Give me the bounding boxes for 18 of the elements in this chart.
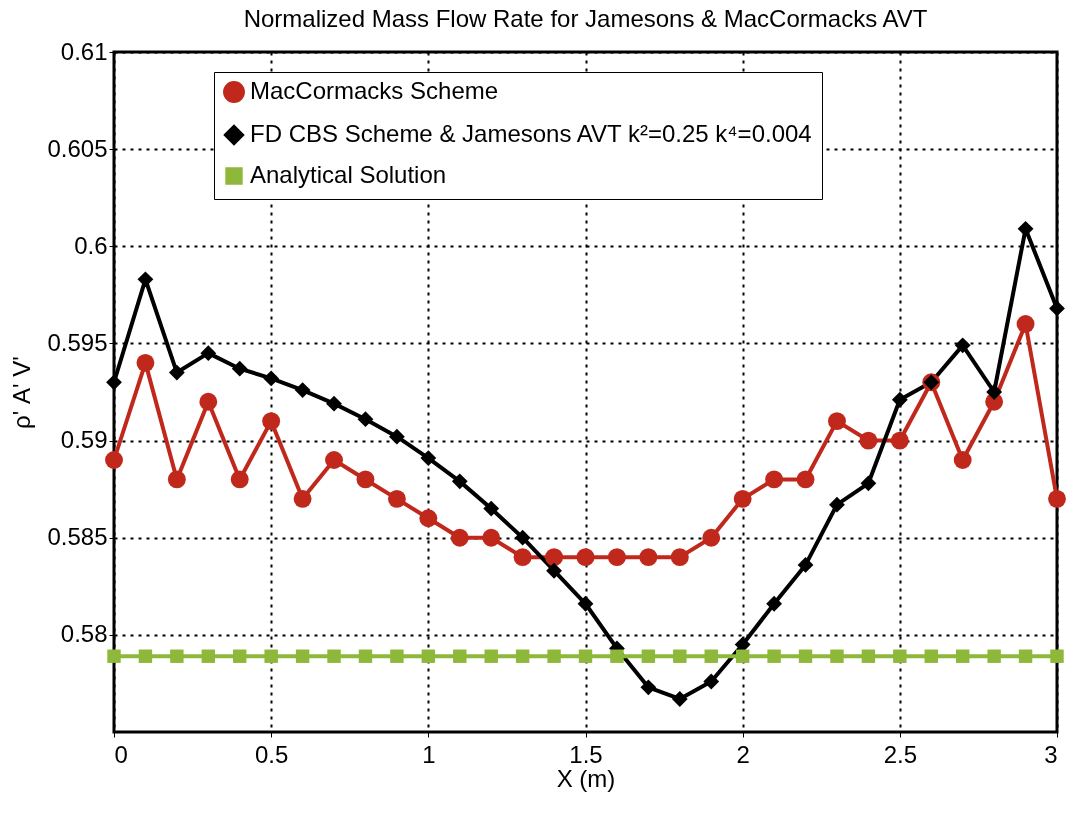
x-tick-label: 0 xyxy=(114,740,128,768)
y-tick-label: 0.59 xyxy=(60,426,108,454)
legend-label: FD CBS Scheme & Jamesons AVT k²=0.25 k⁴=0.004 xyxy=(250,120,812,147)
y-axis-title: ρ' A' V' xyxy=(8,356,36,429)
y-tick-label: 0.595 xyxy=(47,328,108,356)
x-tick-label: 3 xyxy=(1044,740,1058,768)
y-tick-label: 0.58 xyxy=(60,620,108,648)
y-tick-label: 0.61 xyxy=(60,37,108,65)
y-tick-label: 0.585 xyxy=(47,523,108,551)
y-tick-label: 0.6 xyxy=(74,231,108,259)
x-tick-label: 0.5 xyxy=(254,740,289,768)
x-tick-label: 2.5 xyxy=(883,740,918,768)
chart-title: Normalized Mass Flow Rate for Jamesons & MacCormacks AVT xyxy=(243,5,928,32)
y-tick-label: 0.605 xyxy=(47,134,108,162)
x-tick-label: 1 xyxy=(422,740,436,768)
legend-label: MacCormacks Scheme xyxy=(250,77,499,104)
legend-label: Analytical Solution xyxy=(250,161,447,188)
x-tick-label: 2 xyxy=(736,740,750,768)
